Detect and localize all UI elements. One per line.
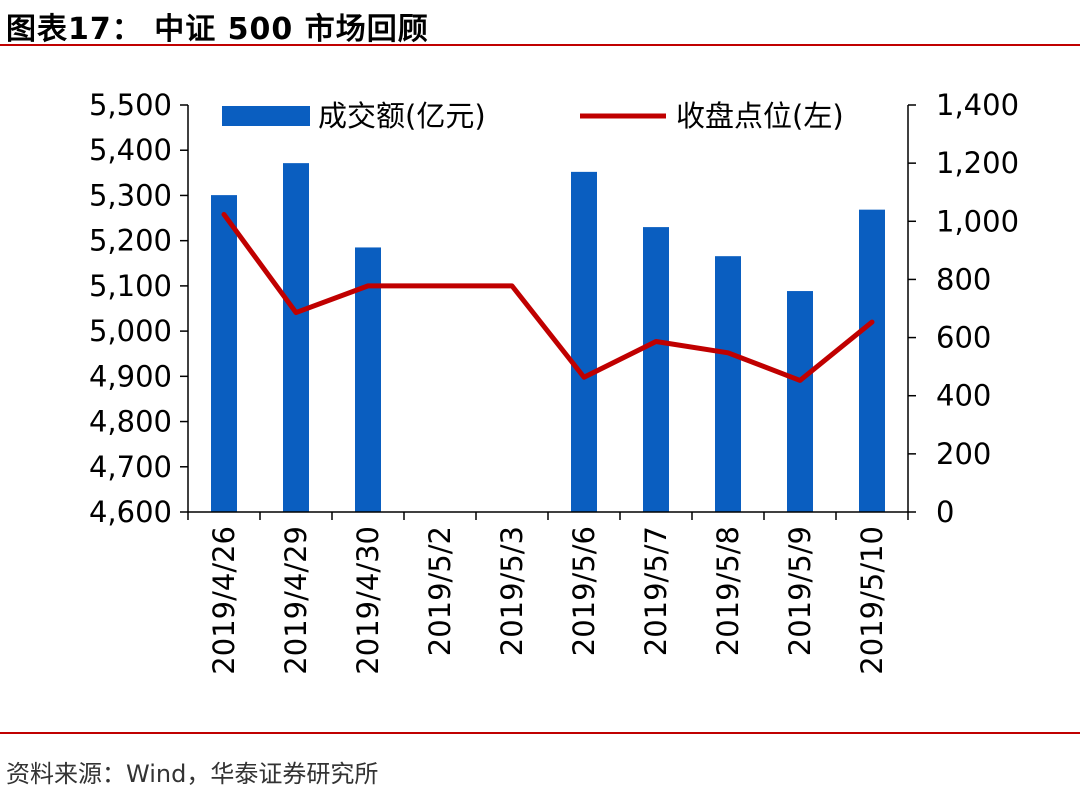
x-axis-tick-label: 2019/4/30 (351, 526, 385, 675)
left-axis-tick-label: 4,700 (89, 450, 172, 484)
source-note: 资料来源：Wind，华泰证券研究所 (6, 760, 379, 788)
x-axis-tick-label: 2019/5/2 (423, 526, 457, 656)
right-axis: 0 200 400 600 800 1,000 1,200 1,400 (907, 88, 1019, 529)
left-axis-tick-label: 5,500 (89, 88, 172, 122)
x-axis-tick-label: 2019/5/7 (639, 526, 673, 656)
close-line (221, 211, 875, 383)
left-axis-tick-label: 5,300 (89, 178, 172, 212)
left-axis-tick-label: 5,200 (89, 224, 172, 258)
x-axis-tick-label: 2019/4/29 (279, 526, 313, 675)
right-axis-tick-label: 800 (936, 262, 991, 296)
bar-series (211, 163, 885, 512)
x-axis: 2019/4/26 2019/4/29 2019/4/30 2019/5/2 2019/… (187, 511, 909, 675)
left-axis-tick-label: 4,800 (89, 405, 172, 439)
legend-bar-label: 成交额(亿元) (318, 99, 486, 133)
right-axis-tick-label: 1,200 (936, 146, 1019, 180)
right-axis-tick-label: 1,000 (936, 204, 1019, 238)
x-axis-tick-label: 2019/5/9 (783, 526, 817, 656)
left-axis-tick-label: 5,100 (89, 269, 172, 303)
top-divider (0, 44, 1080, 46)
left-axis-tick-label: 4,600 (89, 495, 172, 529)
x-axis-tick-label: 2019/5/6 (567, 526, 601, 656)
left-axis-tick-label: 5,000 (89, 314, 172, 348)
bar (211, 195, 237, 512)
bar (715, 256, 741, 512)
x-axis-tick-label: 2019/5/8 (711, 526, 745, 656)
bar (859, 209, 885, 512)
line-series (221, 211, 875, 383)
legend: 成交额(亿元) 收盘点位(左) (222, 99, 844, 133)
left-axis: 4,600 4,700 4,800 4,900 5,000 5,100 5,200 5,300… (89, 88, 189, 529)
legend-bar-swatch (222, 106, 310, 126)
bar (787, 291, 813, 512)
bar (643, 227, 669, 512)
right-axis-tick-label: 1,400 (936, 88, 1019, 122)
left-axis-tick-label: 4,900 (89, 359, 172, 393)
right-axis-tick-label: 400 (936, 379, 991, 413)
right-axis-tick-label: 600 (936, 321, 991, 355)
chart-title: 图表17： 中证 500 市场回顾 (6, 12, 429, 47)
x-axis-tick-label: 2019/5/3 (495, 526, 529, 656)
right-axis-tick-label: 0 (936, 495, 954, 529)
bottom-divider (0, 732, 1080, 734)
left-axis-tick-label: 5,400 (89, 133, 172, 167)
x-axis-tick-label: 2019/5/10 (855, 526, 889, 675)
bar (283, 163, 309, 512)
bar (571, 171, 597, 512)
x-axis-tick-label: 2019/4/26 (207, 526, 241, 675)
right-axis-tick-label: 200 (936, 437, 991, 471)
legend-line-label: 收盘点位(左) (676, 99, 844, 133)
